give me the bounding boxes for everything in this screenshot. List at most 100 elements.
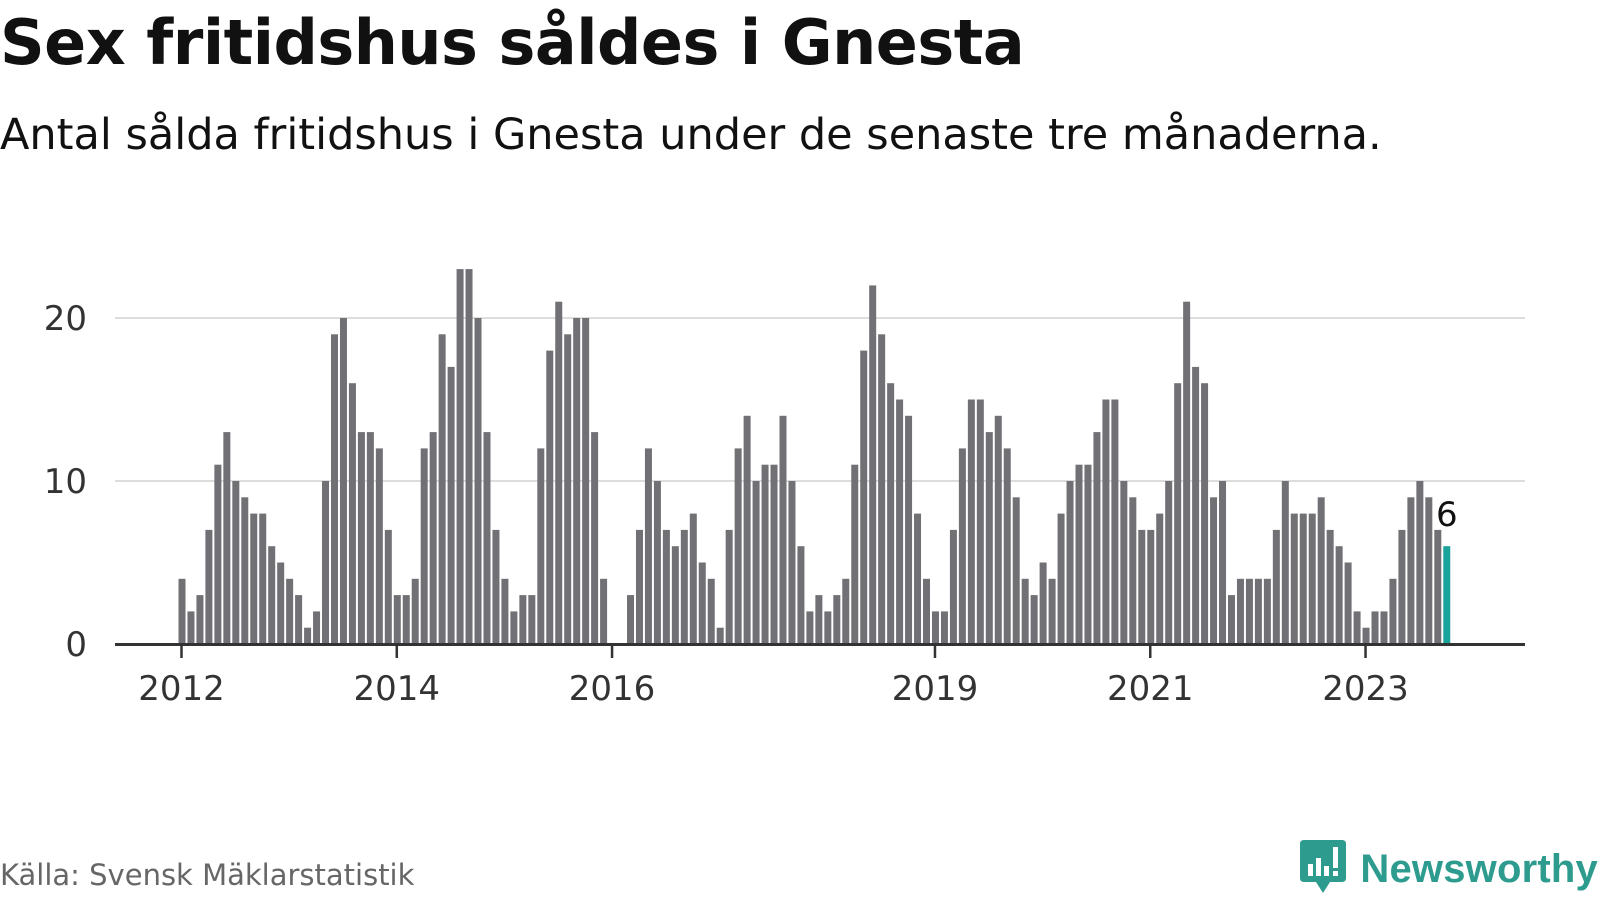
bar [555, 301, 563, 644]
bar [384, 529, 392, 644]
bar [277, 562, 285, 644]
bar [429, 432, 437, 644]
bar [869, 285, 877, 644]
bar [420, 448, 428, 644]
bar [887, 383, 895, 644]
bar [232, 481, 240, 644]
bar [635, 529, 643, 644]
bar [187, 611, 195, 644]
bar [1317, 497, 1325, 644]
bar [1174, 383, 1182, 644]
bar [743, 415, 751, 644]
bar [465, 269, 473, 644]
bar [1425, 497, 1433, 644]
bar [1048, 578, 1056, 644]
bar [833, 595, 841, 644]
bar [860, 350, 868, 644]
y-axis-ticks: 0 10 20 [44, 299, 87, 665]
bar [1380, 611, 1388, 644]
bar [1389, 578, 1397, 644]
bar [1003, 448, 1011, 644]
bar [967, 399, 975, 644]
bar [546, 350, 554, 644]
y-tick-label: 20 [44, 299, 87, 339]
bar [591, 432, 599, 644]
bar [1138, 529, 1146, 644]
bar [600, 578, 608, 644]
bar [994, 415, 1002, 644]
bar [1012, 497, 1020, 644]
y-tick-label: 10 [44, 462, 87, 502]
bar [680, 529, 688, 644]
bar [734, 448, 742, 644]
bar [725, 529, 733, 644]
bar [896, 399, 904, 644]
chart-title: Sex fritidshus såldes i Gnesta [0, 6, 1025, 79]
bar [1102, 399, 1110, 644]
bar [1236, 578, 1244, 644]
bar [501, 578, 509, 644]
x-tick-label: 2014 [354, 669, 441, 709]
bar [1407, 497, 1415, 644]
bar [250, 513, 258, 644]
bar [214, 464, 222, 644]
bar [1129, 497, 1137, 644]
bar [1326, 529, 1334, 644]
bar [330, 334, 338, 644]
bar [223, 432, 231, 644]
bar [393, 595, 401, 644]
bar [1093, 432, 1101, 644]
bar [1263, 578, 1271, 644]
bar [196, 595, 204, 644]
bar [1183, 301, 1191, 644]
bar [483, 432, 491, 644]
bar [851, 464, 859, 644]
bar [528, 595, 536, 644]
bar [1299, 513, 1307, 644]
bar [797, 546, 805, 644]
bar [985, 432, 993, 644]
bar [1066, 481, 1074, 644]
bar [949, 529, 957, 644]
bar-latest [1443, 546, 1451, 644]
bar [824, 611, 832, 644]
bar [1111, 399, 1119, 644]
bar [940, 611, 948, 644]
bar [205, 529, 213, 644]
x-tick-label: 2016 [569, 669, 656, 709]
bar [259, 513, 267, 644]
x-tick-label: 2019 [892, 669, 979, 709]
bar [1147, 529, 1155, 644]
bar [878, 334, 886, 644]
bar [1335, 546, 1343, 644]
brand-name: Newsworthy [1360, 846, 1598, 891]
x-axis: 2012 2014 2016 2019 2021 2023 [115, 643, 1525, 709]
bar [1398, 529, 1406, 644]
bar [1039, 562, 1047, 644]
bar [178, 578, 186, 644]
chart-subtitle: Antal sålda fritidshus i Gnesta under de… [0, 110, 1382, 160]
bar [1210, 497, 1218, 644]
bar [447, 366, 455, 644]
bar [653, 481, 661, 644]
bar [1165, 481, 1173, 644]
newsworthy-logo-icon [1298, 838, 1348, 900]
bar [806, 611, 814, 644]
y-tick-label: 0 [65, 625, 87, 665]
bar [698, 562, 706, 644]
gridlines [115, 317, 1525, 482]
bar [402, 595, 410, 644]
bar [976, 399, 984, 644]
bar [1021, 578, 1029, 644]
bar [1281, 481, 1289, 644]
bar [375, 448, 383, 644]
bar [761, 464, 769, 644]
bar [1308, 513, 1316, 644]
bar [1371, 611, 1379, 644]
bar [1156, 513, 1164, 644]
source-note: Källa: Svensk Mäklarstatistik [0, 858, 415, 892]
bar [510, 611, 518, 644]
bar [1227, 595, 1235, 644]
bar [707, 578, 715, 644]
